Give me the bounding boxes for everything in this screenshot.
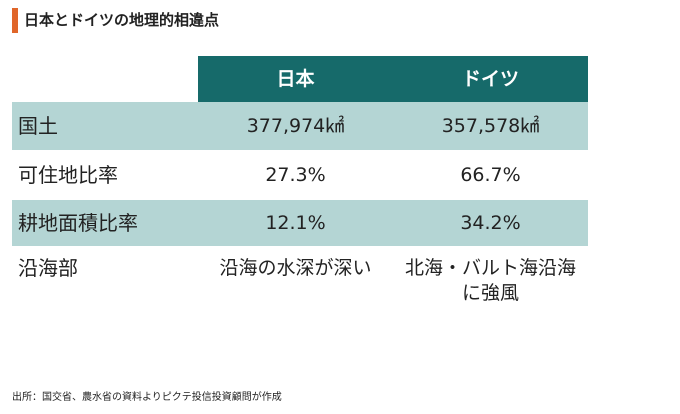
- comparison-table: 日本 ドイツ 国土 377,974㎢ 357,578㎢ 可住地比率 27.3% …: [12, 56, 588, 318]
- title-accent-bar: [12, 8, 18, 33]
- table-row: 沿海部 沿海の水深が深い 北海・バルト海沿海 に強風: [12, 246, 588, 318]
- row-label-land-area: 国土: [18, 113, 58, 138]
- header-empty-cell: [12, 56, 198, 102]
- cell-germany-coastal-line-1: 北海・バルト海沿海: [404, 257, 576, 279]
- row-label-arable-ratio: 耕地面積比率: [18, 210, 138, 235]
- column-header-japan: 日本: [198, 56, 393, 102]
- cell-japan-habitable-ratio: 27.3%: [265, 163, 326, 186]
- source-note: 出所：国交省、農水省の資料よりピクテ投信投資顧問が作成: [12, 392, 282, 403]
- table-row: 国土 377,974㎢ 357,578㎢: [12, 102, 588, 150]
- table-row: 耕地面積比率 12.1% 34.2%: [12, 200, 588, 246]
- cell-japan-land-area: 377,974㎢: [246, 114, 345, 137]
- cell-japan-coastal: 沿海の水深が深い: [219, 257, 372, 279]
- cell-germany-land-area: 357,578㎢: [441, 114, 540, 137]
- cell-germany-habitable-ratio: 66.7%: [460, 163, 521, 186]
- cell-germany-coastal: 北海・バルト海沿海 に強風: [393, 246, 588, 318]
- cell-germany-coastal-line-2: に強風: [461, 282, 519, 304]
- table-header-row: 日本 ドイツ: [12, 56, 588, 102]
- row-label-habitable-ratio: 可住地比率: [18, 162, 118, 187]
- row-label-coastal: 沿海部: [18, 256, 78, 280]
- page-title: 日本とドイツの地理的相違点: [24, 11, 220, 29]
- cell-japan-arable-ratio: 12.1%: [265, 211, 326, 234]
- table-row: 可住地比率 27.3% 66.7%: [12, 150, 588, 200]
- column-header-germany: ドイツ: [393, 56, 588, 102]
- cell-germany-arable-ratio: 34.2%: [460, 211, 521, 234]
